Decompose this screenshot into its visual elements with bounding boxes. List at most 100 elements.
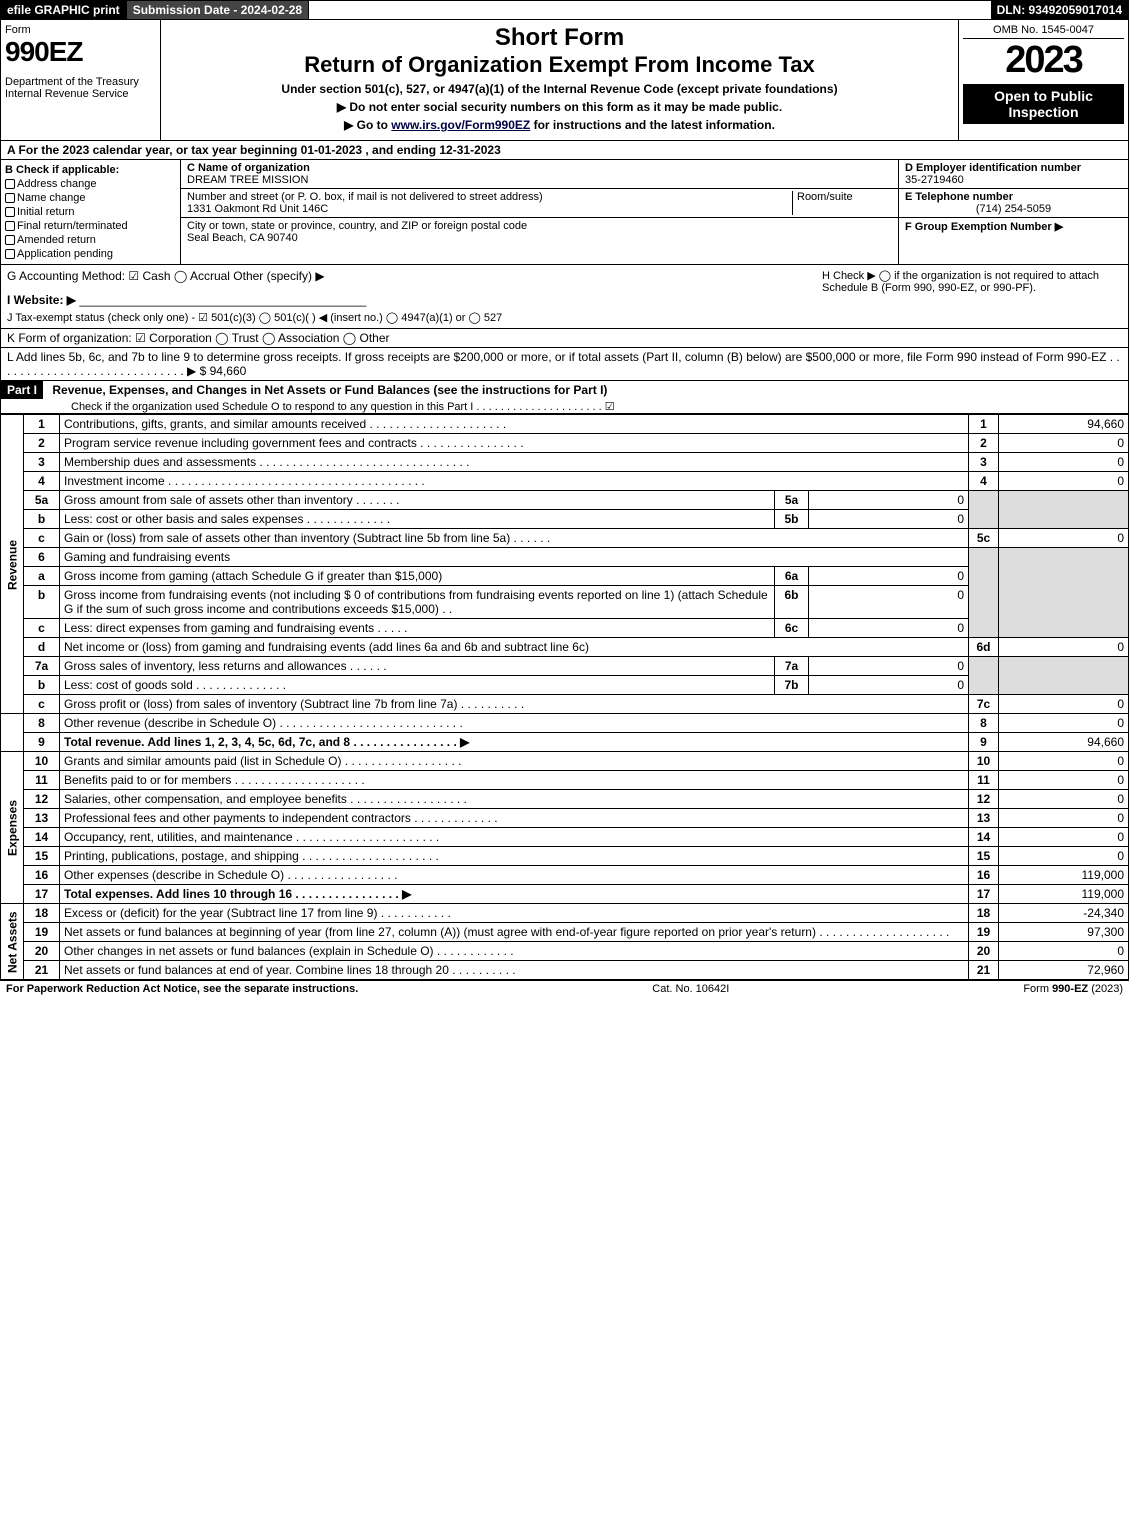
- line-11-ln: 11: [969, 771, 999, 790]
- line-7c-amt: 0: [999, 695, 1129, 714]
- line-18-num: 18: [24, 904, 60, 923]
- line-9-num: 9: [24, 733, 60, 752]
- checkbox-name-change[interactable]: [5, 193, 15, 203]
- line-21-num: 21: [24, 961, 60, 980]
- line-20-text: Other changes in net assets or fund bala…: [60, 942, 969, 961]
- l-text: L Add lines 5b, 6c, and 7b to line 9 to …: [7, 350, 1120, 378]
- goto-post: for instructions and the latest informat…: [530, 118, 775, 132]
- line-2-amt: 0: [999, 434, 1129, 453]
- line-5b-num: b: [24, 510, 60, 529]
- checkbox-final-return[interactable]: [5, 221, 15, 231]
- street-label: Number and street (or P. O. box, if mail…: [187, 191, 543, 203]
- line-6c-num: c: [24, 619, 60, 638]
- org-name: DREAM TREE MISSION: [187, 174, 308, 186]
- line-16-num: 16: [24, 866, 60, 885]
- line-4-num: 4: [24, 472, 60, 491]
- line-3-num: 3: [24, 453, 60, 472]
- row-a-tax-year: A For the 2023 calendar year, or tax yea…: [0, 141, 1129, 160]
- line-10-text: Grants and similar amounts paid (list in…: [60, 752, 969, 771]
- line-5c-amt: 0: [999, 529, 1129, 548]
- checkbox-initial-return[interactable]: [5, 207, 15, 217]
- g-accounting-method: G Accounting Method: ☑ Cash ◯ Accrual Ot…: [7, 269, 822, 283]
- opt-initial-return: Initial return: [17, 206, 74, 218]
- line-1-text: Contributions, gifts, grants, and simila…: [60, 415, 969, 434]
- side-revenue: Revenue: [1, 415, 24, 714]
- line-6d-text: Net income or (loss) from gaming and fun…: [60, 638, 969, 657]
- footer-catalog: Cat. No. 10642I: [652, 983, 729, 995]
- checkbox-address-change[interactable]: [5, 179, 15, 189]
- line-17-amt: 119,000: [999, 885, 1129, 904]
- shade-6: [969, 548, 999, 638]
- efile-label[interactable]: efile GRAPHIC print: [1, 1, 127, 19]
- line-2-text: Program service revenue including govern…: [60, 434, 969, 453]
- line-15-num: 15: [24, 847, 60, 866]
- dln: DLN: 93492059017014: [991, 1, 1128, 19]
- col-d-identifiers: D Employer identification number 35-2719…: [898, 160, 1128, 264]
- shade-5: [969, 491, 999, 529]
- line-11-amt: 0: [999, 771, 1129, 790]
- opt-name-change: Name change: [17, 192, 86, 204]
- line-19-amt: 97,300: [999, 923, 1129, 942]
- tel-label: E Telephone number: [905, 191, 1013, 203]
- line-15-text: Printing, publications, postage, and shi…: [60, 847, 969, 866]
- line-6a-sublabel: 6a: [775, 567, 809, 586]
- line-8-amt: 0: [999, 714, 1129, 733]
- line-20-amt: 0: [999, 942, 1129, 961]
- line-2-num: 2: [24, 434, 60, 453]
- shade-6-amt: [999, 548, 1129, 638]
- irs-link[interactable]: www.irs.gov/Form990EZ: [391, 118, 530, 132]
- opt-address-change: Address change: [17, 178, 97, 190]
- line-14-ln: 14: [969, 828, 999, 847]
- goto-pre: ▶ Go to: [344, 118, 391, 132]
- line-1-ln: 1: [969, 415, 999, 434]
- line-5a-subamt: 0: [809, 491, 969, 510]
- line-4-text: Investment income . . . . . . . . . . . …: [60, 472, 969, 491]
- line-18-text: Excess or (deficit) for the year (Subtra…: [60, 904, 969, 923]
- line-5a-text: Gross amount from sale of assets other t…: [60, 491, 775, 510]
- line-6c-text: Less: direct expenses from gaming and fu…: [60, 619, 775, 638]
- line-3-ln: 3: [969, 453, 999, 472]
- open-inspection: Open to Public Inspection: [963, 84, 1124, 124]
- street-value: 1331 Oakmont Rd Unit 146C: [187, 203, 328, 215]
- line-6b-sublabel: 6b: [775, 586, 809, 619]
- part-i-header: Part I Revenue, Expenses, and Changes in…: [0, 381, 1129, 414]
- line-5a-num: 5a: [24, 491, 60, 510]
- line-21-text: Net assets or fund balances at end of ye…: [60, 961, 969, 980]
- short-form-title: Short Form: [165, 24, 954, 52]
- line-5b-sublabel: 5b: [775, 510, 809, 529]
- line-17-ln: 17: [969, 885, 999, 904]
- line-16-ln: 16: [969, 866, 999, 885]
- col-b-check: B Check if applicable: Address change Na…: [1, 160, 181, 264]
- line-14-num: 14: [24, 828, 60, 847]
- omb-number: OMB No. 1545-0047: [963, 24, 1124, 39]
- line-6c-subamt: 0: [809, 619, 969, 638]
- line-20-ln: 20: [969, 942, 999, 961]
- section-bcd: B Check if applicable: Address change Na…: [0, 160, 1129, 265]
- department: Department of the Treasury Internal Reve…: [5, 76, 156, 100]
- col-c-org: C Name of organization DREAM TREE MISSIO…: [181, 160, 898, 264]
- line-14-text: Occupancy, rent, utilities, and maintena…: [60, 828, 969, 847]
- checkbox-application-pending[interactable]: [5, 249, 15, 259]
- line-5c-num: c: [24, 529, 60, 548]
- line-6-num: 6: [24, 548, 60, 567]
- checkbox-amended-return[interactable]: [5, 235, 15, 245]
- part-i-table: Revenue 1 Contributions, gifts, grants, …: [0, 414, 1129, 980]
- line-6c-sublabel: 6c: [775, 619, 809, 638]
- line-18-ln: 18: [969, 904, 999, 923]
- line-6b-subamt: 0: [809, 586, 969, 619]
- footer-left: For Paperwork Reduction Act Notice, see …: [6, 983, 358, 995]
- under-section: Under section 501(c), 527, or 4947(a)(1)…: [165, 82, 954, 96]
- form-number: 990EZ: [5, 36, 156, 68]
- line-18-amt: -24,340: [999, 904, 1129, 923]
- line-12-text: Salaries, other compensation, and employ…: [60, 790, 969, 809]
- line-7a-num: 7a: [24, 657, 60, 676]
- line-13-amt: 0: [999, 809, 1129, 828]
- line-7b-subamt: 0: [809, 676, 969, 695]
- shade-7-amt: [999, 657, 1129, 695]
- line-6d-num: d: [24, 638, 60, 657]
- part-i-bar: Part I: [1, 381, 43, 399]
- line-4-ln: 4: [969, 472, 999, 491]
- line-1-num: 1: [24, 415, 60, 434]
- return-title: Return of Organization Exempt From Incom…: [165, 52, 954, 78]
- line-5c-text: Gain or (loss) from sale of assets other…: [60, 529, 969, 548]
